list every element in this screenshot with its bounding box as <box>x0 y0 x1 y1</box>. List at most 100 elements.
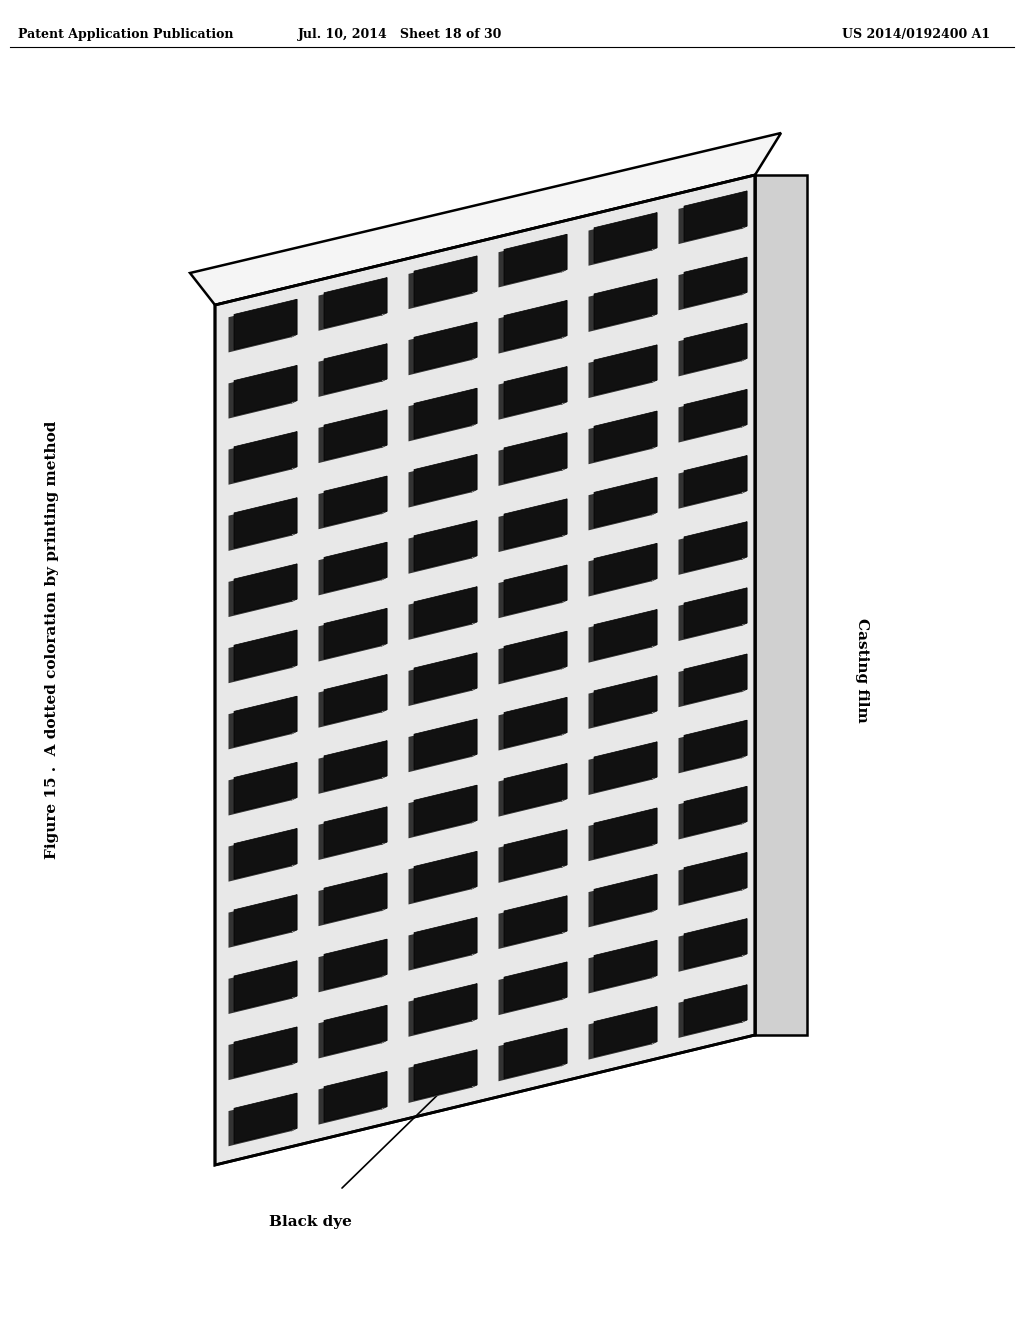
Polygon shape <box>589 215 651 265</box>
Polygon shape <box>318 413 382 463</box>
Polygon shape <box>589 612 651 663</box>
Polygon shape <box>679 921 741 972</box>
Polygon shape <box>594 279 657 329</box>
Polygon shape <box>228 832 292 882</box>
Polygon shape <box>409 590 471 640</box>
Polygon shape <box>471 388 477 426</box>
Polygon shape <box>741 721 746 758</box>
Polygon shape <box>228 700 292 750</box>
Polygon shape <box>684 853 746 903</box>
Polygon shape <box>561 433 567 471</box>
Polygon shape <box>234 564 297 614</box>
Polygon shape <box>589 347 651 399</box>
Polygon shape <box>318 479 382 529</box>
Polygon shape <box>561 697 567 735</box>
Polygon shape <box>228 766 292 816</box>
Polygon shape <box>684 191 746 242</box>
Polygon shape <box>651 808 657 846</box>
Polygon shape <box>318 347 382 397</box>
Polygon shape <box>382 343 387 381</box>
Polygon shape <box>561 234 567 272</box>
Polygon shape <box>292 895 297 933</box>
Polygon shape <box>684 455 746 506</box>
Polygon shape <box>324 277 387 327</box>
Polygon shape <box>741 653 746 692</box>
Polygon shape <box>651 874 657 912</box>
Polygon shape <box>228 500 292 550</box>
Polygon shape <box>409 656 471 706</box>
Polygon shape <box>499 700 561 751</box>
Polygon shape <box>228 964 292 1014</box>
Polygon shape <box>679 657 741 708</box>
Polygon shape <box>589 414 651 465</box>
Polygon shape <box>409 523 471 574</box>
Polygon shape <box>561 499 567 537</box>
Polygon shape <box>679 458 741 508</box>
Polygon shape <box>324 609 387 659</box>
Polygon shape <box>409 920 471 970</box>
Polygon shape <box>414 256 477 306</box>
Polygon shape <box>589 546 651 597</box>
Polygon shape <box>228 434 292 484</box>
Polygon shape <box>409 854 471 904</box>
Polygon shape <box>292 498 297 536</box>
Polygon shape <box>504 962 567 1012</box>
Polygon shape <box>594 411 657 462</box>
Polygon shape <box>504 367 567 417</box>
Polygon shape <box>684 653 746 705</box>
Polygon shape <box>651 676 657 714</box>
Polygon shape <box>679 326 741 376</box>
Polygon shape <box>561 301 567 338</box>
Text: Patent Application Publication: Patent Application Publication <box>18 28 233 41</box>
Polygon shape <box>228 632 292 684</box>
Polygon shape <box>504 896 567 946</box>
Polygon shape <box>684 985 746 1035</box>
Polygon shape <box>324 543 387 593</box>
Polygon shape <box>318 809 382 861</box>
Polygon shape <box>382 807 387 845</box>
Polygon shape <box>589 678 651 729</box>
Polygon shape <box>504 234 567 285</box>
Polygon shape <box>651 610 657 648</box>
Polygon shape <box>504 763 567 814</box>
Polygon shape <box>234 366 297 416</box>
Polygon shape <box>324 1072 387 1122</box>
Polygon shape <box>324 477 387 527</box>
Polygon shape <box>318 942 382 993</box>
Polygon shape <box>292 1093 297 1131</box>
Polygon shape <box>414 653 477 704</box>
Polygon shape <box>741 389 746 428</box>
Polygon shape <box>318 1074 382 1125</box>
Polygon shape <box>651 1006 657 1044</box>
Polygon shape <box>382 741 387 779</box>
Polygon shape <box>234 1027 297 1077</box>
Polygon shape <box>499 436 561 486</box>
Polygon shape <box>589 1010 651 1060</box>
Polygon shape <box>414 388 477 438</box>
Polygon shape <box>684 257 746 308</box>
Polygon shape <box>499 238 561 288</box>
Polygon shape <box>499 767 561 817</box>
Polygon shape <box>292 961 297 999</box>
Polygon shape <box>589 480 651 531</box>
Polygon shape <box>292 1027 297 1065</box>
Polygon shape <box>651 742 657 780</box>
Polygon shape <box>679 855 741 906</box>
Polygon shape <box>409 325 471 375</box>
Polygon shape <box>594 808 657 858</box>
Polygon shape <box>318 743 382 793</box>
Polygon shape <box>741 323 746 362</box>
Polygon shape <box>594 874 657 924</box>
Text: Casting film: Casting film <box>855 618 869 722</box>
Polygon shape <box>215 176 755 1166</box>
Polygon shape <box>684 389 746 440</box>
Polygon shape <box>471 520 477 558</box>
Polygon shape <box>324 675 387 725</box>
Polygon shape <box>499 370 561 420</box>
Polygon shape <box>589 810 651 861</box>
Polygon shape <box>504 433 567 483</box>
Polygon shape <box>292 432 297 470</box>
Polygon shape <box>589 744 651 795</box>
Polygon shape <box>741 257 746 296</box>
Polygon shape <box>504 830 567 880</box>
